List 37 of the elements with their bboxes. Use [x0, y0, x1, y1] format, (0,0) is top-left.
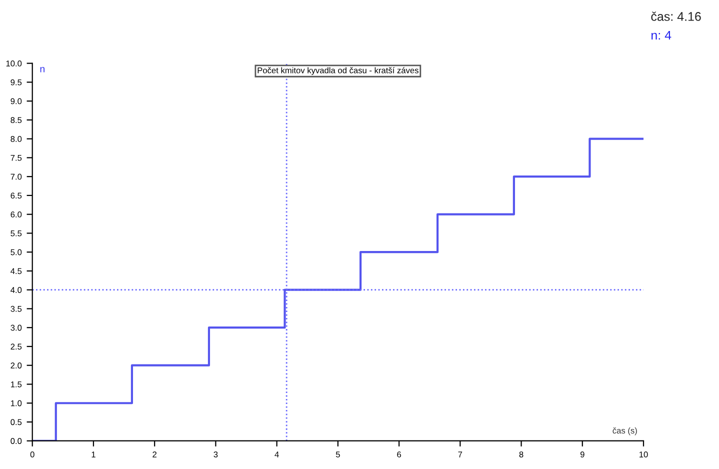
y-tick-label: 1.5 [10, 382, 22, 388]
y-tick-label: 3.0 [10, 324, 22, 331]
y-tick-label: 5.5 [10, 230, 22, 236]
y-tick-label: 10.0 [6, 60, 22, 66]
x-tick-label: 4 [274, 452, 279, 458]
y-tick-label: 2.0 [10, 362, 22, 368]
chart-title: Počet kmitov kyvadla od času - kratší záves [258, 67, 418, 75]
y-tick-label: 4.5 [10, 268, 22, 274]
y-tick-label: 1.0 [10, 400, 22, 406]
x-tick-label: 7 [458, 452, 462, 458]
y-tick-label: 5.0 [10, 249, 22, 256]
y-tick-label: 7.5 [10, 154, 22, 161]
text: čas: 4.16 [651, 12, 701, 21]
x-tick-label: 5 [336, 452, 340, 458]
y-tick-label: 9.5 [10, 79, 22, 86]
y-tick-label: 0.5 [10, 419, 22, 426]
x-tick-label: 0 [30, 451, 34, 458]
x-tick-label: 8 [519, 451, 524, 458]
x-tick-label: 1 [92, 452, 96, 458]
y-tick-label: 4.0 [10, 287, 22, 293]
y-axis-title: n [40, 67, 44, 72]
x-tick-label: 9 [580, 451, 584, 458]
y-tick-label: 8.5 [10, 117, 22, 124]
y-tick-label: 6.5 [10, 192, 22, 199]
y-tick-label: 6.0 [10, 212, 22, 218]
x-tick-label: 3 [214, 451, 218, 458]
text: n: 4 [652, 30, 672, 40]
x-tick-label: 2 [152, 451, 156, 458]
x-tick-label: 6 [397, 451, 401, 458]
y-tick-label: 8.0 [10, 136, 22, 142]
y-tick-label: 7.0 [10, 174, 22, 180]
y-tick-label: 0.0 [10, 438, 22, 444]
x-tick-label: 10 [640, 451, 648, 458]
y-tick-label: 3.5 [10, 306, 22, 312]
y-tick-label: 2.5 [10, 344, 22, 350]
y-tick-label: 9.0 [10, 98, 22, 104]
x-axis-title: čas (s) [612, 427, 637, 436]
